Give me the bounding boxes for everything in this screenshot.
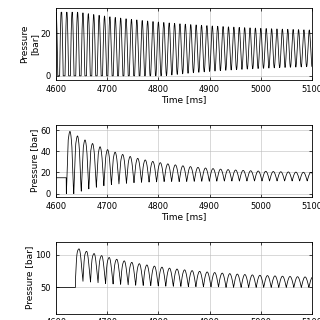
Y-axis label: Pressure [bar]: Pressure [bar] [25,246,34,309]
X-axis label: Time [ms]: Time [ms] [161,212,207,221]
Y-axis label: Pressure [bar]: Pressure [bar] [30,129,39,193]
X-axis label: Time [ms]: Time [ms] [161,95,207,104]
Y-axis label: Pressure
[bar]: Pressure [bar] [20,25,39,63]
